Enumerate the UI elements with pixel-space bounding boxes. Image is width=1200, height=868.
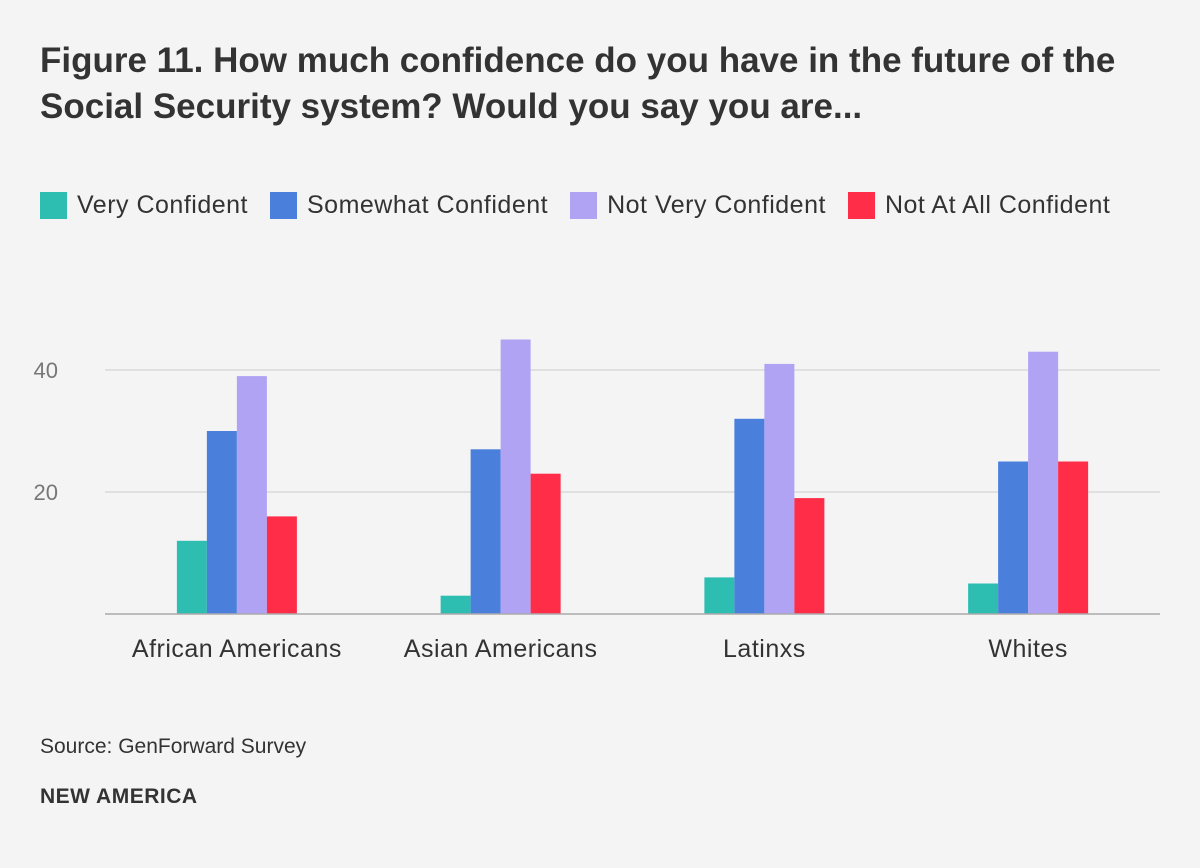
- source-note: Source: GenForward Survey: [40, 735, 306, 759]
- bar-somewhat-confident-latinxs: [734, 418, 765, 614]
- bar-not-very-confident-latinxs: [764, 363, 795, 614]
- bar-not-very-confident-asian-americans: [500, 339, 531, 614]
- legend-item-very-confident: Very Confident: [40, 190, 248, 220]
- source-label: Source:: [40, 735, 113, 758]
- bar-somewhat-confident-african-americans: [206, 431, 237, 614]
- legend-item-not-very-confident: Not Very Confident: [570, 190, 826, 220]
- x-tick-label-asian-americans: Asian Americans: [404, 635, 598, 663]
- bar-very-confident-latinxs: [704, 577, 735, 614]
- y-tick-label-40: 40: [34, 358, 58, 383]
- legend-label-not-very-confident: Not Very Confident: [607, 190, 826, 219]
- bar-somewhat-confident-whites: [998, 461, 1029, 614]
- bar-somewhat-confident-asian-americans: [470, 449, 501, 614]
- legend-swatch-very-confident: [40, 191, 67, 219]
- x-tick-label-whites: Whites: [988, 635, 1067, 663]
- brand-logo-text: NEW AMERICA: [40, 785, 198, 808]
- bar-very-confident-asian-americans: [440, 595, 471, 614]
- bar-not-at-all-confident-latinxs: [794, 498, 825, 614]
- legend-item-not-at-all-confident: Not At All Confident: [847, 190, 1111, 220]
- bar-not-very-confident-african-americans: [236, 376, 267, 614]
- legend-swatch-not-very-confident: [570, 191, 598, 219]
- legend-label-very-confident: Very Confident: [77, 190, 248, 219]
- legend-item-somewhat-confident: Somewhat Confident: [270, 190, 548, 220]
- legend-swatch-somewhat-confident: [270, 191, 297, 219]
- bar-not-at-all-confident-african-americans: [266, 516, 297, 614]
- chart-legend: Very Confident Somewhat Confident Not Ve…: [40, 190, 1160, 220]
- source-value: GenForward Survey: [118, 735, 307, 758]
- bar-not-at-all-confident-whites: [1058, 461, 1089, 614]
- legend-label-not-at-all-confident: Not At All Confident: [884, 190, 1111, 219]
- bar-very-confident-african-americans: [176, 540, 207, 614]
- chart-title: Figure 11. How much confidence do you ha…: [40, 41, 1116, 126]
- y-tick-label-20: 20: [34, 480, 58, 505]
- x-tick-label-latinxs: Latinxs: [723, 635, 806, 663]
- bar-not-very-confident-whites: [1028, 351, 1059, 614]
- bar-very-confident-whites: [968, 583, 999, 614]
- legend-swatch-not-at-all-confident: [847, 191, 875, 219]
- x-tick-label-african-americans: African Americans: [132, 635, 342, 663]
- bar-not-at-all-confident-asian-americans: [530, 473, 561, 614]
- legend-label-somewhat-confident: Somewhat Confident: [307, 190, 549, 219]
